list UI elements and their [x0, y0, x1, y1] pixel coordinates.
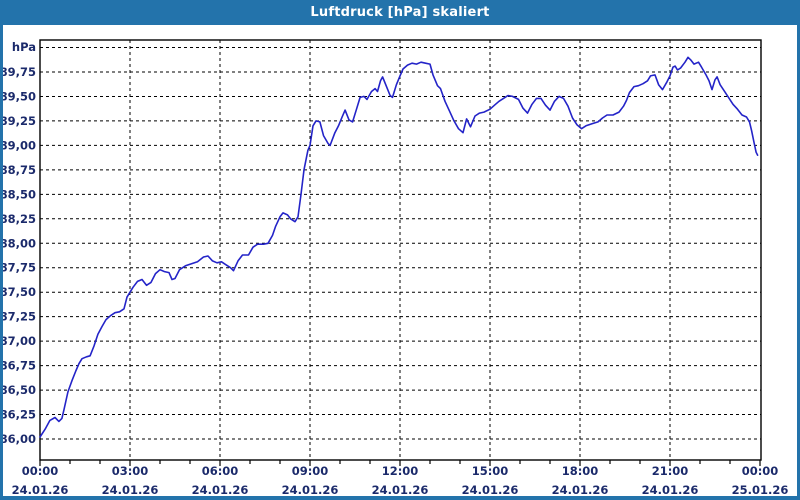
x-tick-date-label: 24.01.26 [12, 483, 69, 496]
x-tick-date-label: 24.01.26 [462, 483, 519, 496]
y-tick-label: 987,00 [3, 334, 36, 348]
y-tick-label: 987,75 [3, 261, 36, 275]
y-tick-label: 989,25 [3, 114, 36, 128]
x-tick-time-label: 15:00 [472, 464, 509, 478]
x-tick-time-label: 06:00 [202, 464, 239, 478]
y-axis-unit-label: hPa [12, 40, 36, 54]
y-tick-label: 988,75 [3, 163, 36, 177]
x-tick-date-label: 25.01.26 [732, 483, 789, 496]
y-tick-label: 987,25 [3, 310, 36, 324]
x-tick-date-label: 24.01.26 [372, 483, 429, 496]
page-title: Luftdruck [hPa] skaliert [310, 5, 490, 20]
y-tick-label: 989,75 [3, 65, 36, 79]
x-tick-time-label: 00:00 [742, 464, 779, 478]
titlebar: Luftdruck [hPa] skaliert [0, 0, 800, 25]
x-tick-time-label: 12:00 [382, 464, 419, 478]
pressure-chart: 986,00 986,25 986,50 986,75 987,00 987,25 987,… [3, 39, 789, 496]
y-tick-label: 987,50 [3, 285, 36, 299]
x-tick-time-label: 21:00 [652, 464, 689, 478]
x-tick-date-label: 24.01.26 [192, 483, 249, 496]
y-tick-label: 989,50 [3, 89, 36, 103]
x-tick-time-label: 03:00 [112, 464, 149, 478]
x-tick-date-label: 24.01.26 [642, 483, 699, 496]
y-tick-label: 988,50 [3, 187, 36, 201]
pressure-line [39, 56, 759, 438]
y-tick-label: 986,50 [3, 383, 36, 397]
x-tick-date-label: 24.01.26 [552, 483, 609, 496]
y-tick-label: 986,75 [3, 359, 36, 373]
chart-content: 986,00 986,25 986,50 986,75 987,00 987,25 987,… [3, 25, 797, 496]
y-tick-label: 986,25 [3, 408, 36, 422]
x-tick-date-label: 24.01.26 [282, 483, 339, 496]
y-tick-label: 988,00 [3, 236, 36, 250]
x-tick-time-label: 09:00 [292, 464, 329, 478]
x-tick-time-label: 18:00 [562, 464, 599, 478]
y-tick-label: 988,25 [3, 212, 36, 226]
x-tick-time-label: 00:00 [22, 464, 59, 478]
y-tick-label: 986,00 [3, 432, 36, 446]
y-tick-label: 989,00 [3, 138, 36, 152]
x-tick-date-label: 24.01.26 [102, 483, 159, 496]
